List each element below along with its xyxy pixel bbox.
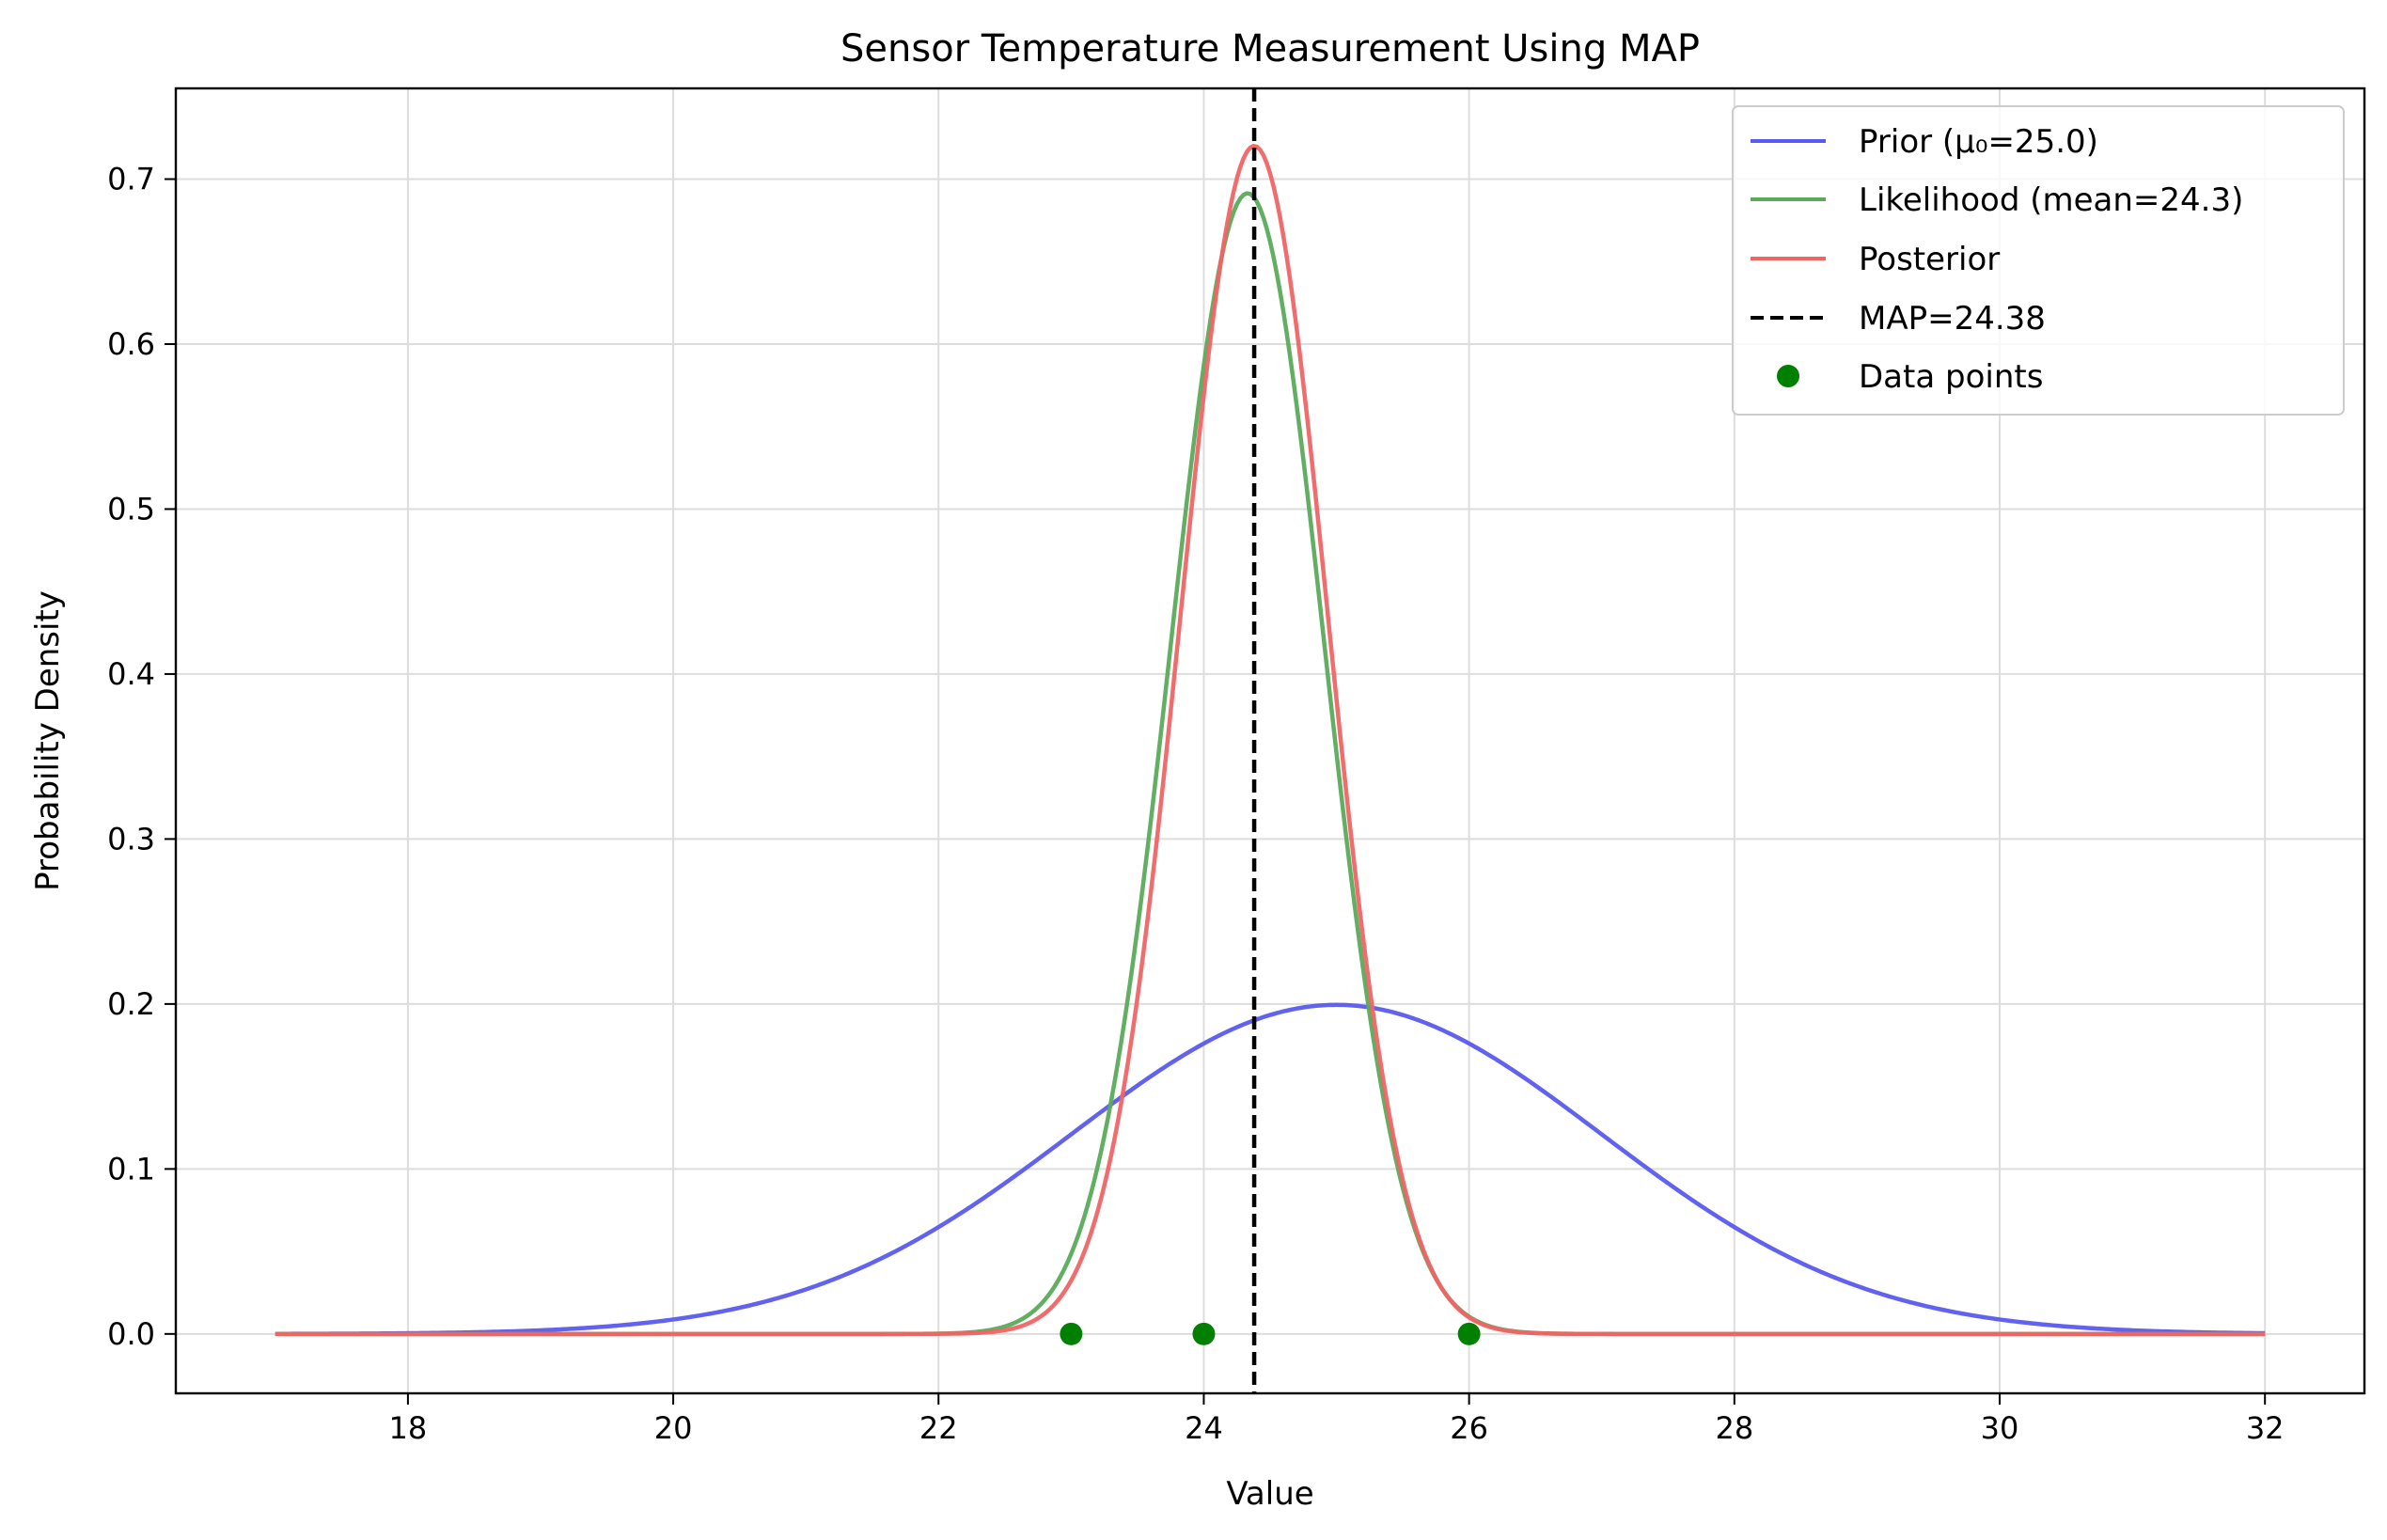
x-tick-label: 26 (1450, 1410, 1488, 1446)
prior-curve (275, 1002, 2266, 1336)
y-tick-label: 0.6 (107, 326, 155, 362)
x-tick-label: 30 (1981, 1410, 2019, 1446)
data-point (1457, 1322, 1481, 1345)
legend: Prior (μ₀=25.0) Likelihood (mean=24.3) P… (1732, 105, 2345, 416)
posterior-curve (275, 143, 2266, 1337)
x-tick-label: 32 (2246, 1410, 2285, 1446)
y-tick-label: 0.3 (107, 821, 155, 856)
y-tick-label: 0.5 (107, 491, 155, 526)
legend-label-prior: Prior (μ₀=25.0) (1859, 123, 2098, 161)
x-tick-label: 24 (1185, 1410, 1223, 1446)
y-tick-label: 0.1 (107, 1151, 155, 1186)
data-point (1060, 1322, 1083, 1345)
chart-title: Sensor Temperature Measurement Using MAP (840, 27, 1700, 71)
y-tick-label: 0.0 (107, 1316, 155, 1352)
x-axis-title: Value (1226, 1475, 1313, 1513)
axis-ticks: 18 20 22 24 26 28 30 32 0.0 0.1 0.2 0.3 0.4 0.5 0.6 0.7 (107, 162, 2284, 1446)
axes-frame (174, 86, 2366, 1395)
legend-swatch-data-points (1777, 365, 1799, 387)
x-tick-label: 18 (389, 1410, 428, 1446)
legend-label-data-points: Data points (1859, 358, 2043, 396)
y-tick-label: 0.4 (107, 656, 155, 692)
data-point (1192, 1322, 1216, 1345)
y-tick-label: 0.7 (107, 162, 155, 197)
y-axis-title: Probability Density (29, 590, 67, 891)
y-tick-label: 0.2 (107, 986, 155, 1022)
legend-label-map: MAP=24.38 (1859, 300, 2046, 338)
x-tick-label: 22 (919, 1410, 958, 1446)
x-tick-label: 20 (654, 1410, 693, 1446)
legend-label-likelihood: Likelihood (mean=24.3) (1859, 181, 2243, 219)
plot-series (275, 88, 2266, 1393)
legend-label-posterior: Posterior (1859, 241, 2000, 278)
x-tick-label: 28 (1715, 1410, 1753, 1446)
legend-frame (1732, 105, 2345, 416)
